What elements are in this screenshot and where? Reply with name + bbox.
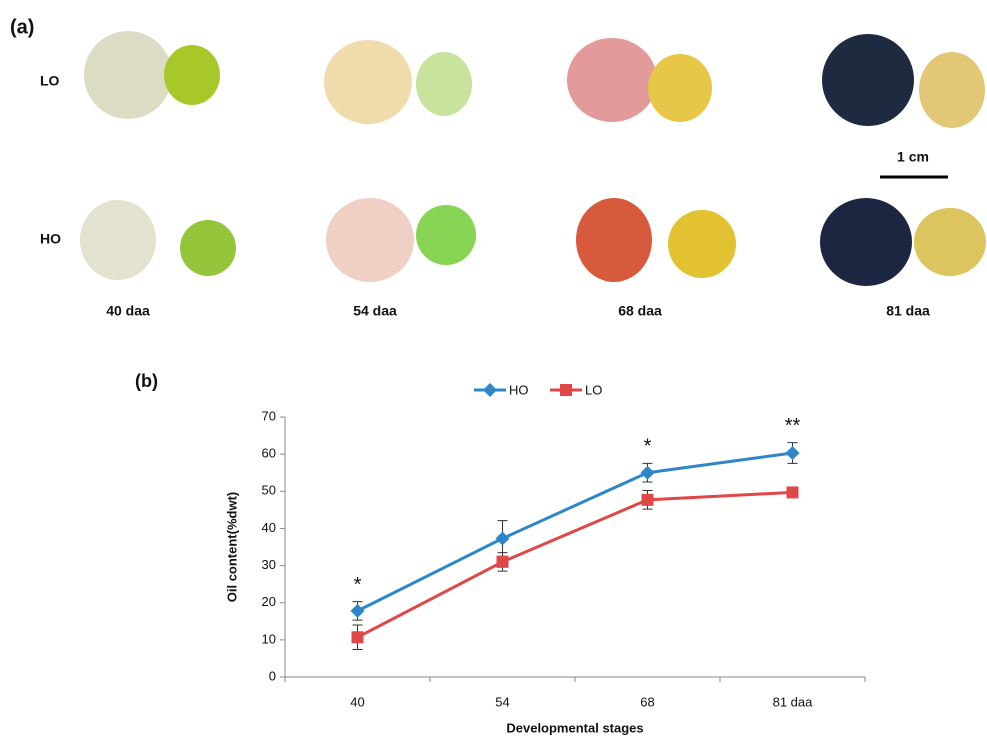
significance: * [644,436,652,458]
y-tick-label: 70 [262,408,276,423]
legend-marker [483,383,497,397]
significance: * [354,574,362,596]
x-tick-label: 40 [350,694,364,709]
legend-label: LO [585,382,602,397]
stage-label: 68 daa [618,303,662,319]
panel-label: (b) [135,371,158,391]
y-tick-label: 0 [269,668,276,683]
y-tick-label: 30 [262,557,276,572]
marker [787,486,799,498]
y-tick-label: 10 [262,631,276,646]
significance: ** [785,415,801,437]
marker [497,556,509,568]
row-label: HO [40,231,61,247]
legend-label: HO [509,382,529,397]
y-tick-label: 20 [262,594,276,609]
x-tick-label: 54 [495,694,509,709]
x-tick-label: 81 daa [773,694,814,709]
figure: (a) LO HO 1 cm 40 daa 54 daa 68 daa 81 d… [0,0,987,740]
row-label: LO [40,73,60,89]
y-tick-label: 50 [262,483,276,498]
marker [642,494,654,506]
x-tick-label: 68 [640,694,654,709]
panel-label: (a) [10,16,34,38]
legend-marker [560,384,572,396]
series-line [358,492,793,637]
seed-photos [80,31,986,286]
stage-label: 81 daa [886,303,930,319]
marker [496,531,510,545]
stage-label: 54 daa [353,303,397,319]
scale-bar-label: 1 cm [897,149,929,165]
y-axis-title: Oil content(%dwt) [224,492,239,603]
marker [786,446,800,460]
y-tick-label: 60 [262,446,276,461]
marker [351,604,365,618]
marker [352,631,364,643]
stage-label: 40 daa [106,303,150,319]
x-axis-title: Developmental stages [506,720,643,735]
y-tick-label: 40 [262,520,276,535]
marker [641,466,655,480]
